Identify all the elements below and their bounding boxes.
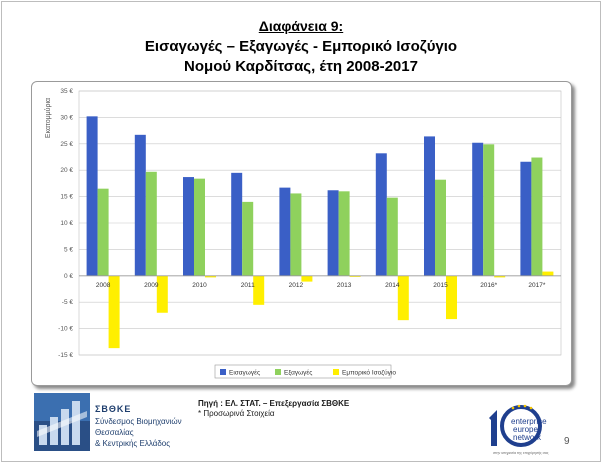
bar-Εμπορικό Ισοζύγιο (205, 275, 216, 278)
bar-Εισαγωγές (424, 136, 435, 276)
slide-title: Διαφάνεια 9: Εισαγωγές – Εξαγωγές - Εμπο… (0, 17, 602, 77)
y-tick-label: 10 € (60, 220, 73, 227)
provisional-note: * Προσωρινά Στοιχεία (198, 409, 275, 418)
x-tick-label: 2010 (192, 282, 207, 289)
x-tick-label: 2015 (433, 282, 448, 289)
title-line-3: Νομού Καρδίτσας, έτη 2008-2017 (184, 58, 418, 75)
bar-Εισαγωγές (472, 142, 484, 276)
bar-Εξαγωγές (386, 197, 398, 276)
x-tick-label: 2014 (385, 282, 400, 289)
x-tick-label: 2016* (480, 282, 497, 289)
bar-Εξαγωγές (531, 157, 543, 276)
legend-label: Εμπορικό Ισοζύγιο (342, 369, 396, 377)
bar-Εξαγωγές (483, 144, 495, 276)
bar-Εξαγωγές (145, 171, 157, 276)
legend-label: Εισαγωγές (229, 369, 260, 377)
bar-Εξαγωγές (290, 193, 302, 276)
bar-Εισαγωγές (86, 116, 98, 276)
bar-Εμπορικό Ισοζύγιο (542, 271, 554, 276)
x-tick-label: 2017* (528, 282, 545, 289)
legend-label: Εξαγωγές (284, 369, 312, 377)
bar-chart: 35 € 30 € 25 € 20 € 15 € 10 € 5 € 0 € -5 € -10 € -… (44, 88, 562, 379)
x-tick-label: 2013 (337, 282, 352, 289)
bar-Εισαγωγές (279, 187, 291, 276)
bar-Εμπορικό Ισοζύγιο (397, 275, 409, 321)
bar-Εμπορικό Ισοζύγιο (301, 275, 313, 282)
bar-Εξαγωγές (338, 191, 350, 276)
x-tick-label: 2008 (96, 282, 111, 289)
bar-Εξαγωγές (194, 178, 205, 276)
bar-Εξαγωγές (242, 201, 254, 276)
bar-Εισαγωγές (375, 153, 387, 276)
bar-Εμπορικό Ισοζύγιο (349, 275, 361, 277)
sbbke-line-1: Σύνδεσμος Βιομηχανιών (95, 417, 182, 426)
enterprise-europe-network-logo: enterprise europe network στην υπηρεσία … (489, 404, 549, 455)
legend-swatch (220, 369, 226, 375)
bar-Εμπορικό Ισοζύγιο (156, 275, 168, 313)
chart-frame: 35 € 30 € 25 € 20 € 15 € 10 € 5 € 0 € -5 € -10 € -… (31, 81, 572, 386)
een-word-2: europe (513, 425, 538, 434)
y-tick-label: 25 € (60, 141, 73, 148)
y-tick-label: -5 € (62, 299, 74, 306)
bar-Εισαγωγές (520, 161, 532, 276)
legend-box (214, 364, 392, 379)
bar-Εμπορικό Ισοζύγιο (446, 275, 457, 320)
bar-Εμπορικό Ισοζύγιο (253, 275, 265, 305)
y-tick-label: 35 € (60, 88, 73, 95)
bar-Εισαγωγές (327, 190, 339, 276)
x-tick-label: 2011 (241, 282, 255, 289)
y-axis-label: Εκατομμύρια (44, 98, 52, 138)
bar-Εξαγωγές (97, 188, 109, 276)
slide-number-title: Διαφάνεια 9: (258, 18, 344, 34)
y-tick-label: 30 € (60, 114, 73, 121)
een-tagline: στην υπηρεσία της επιχείρησής σας (493, 451, 549, 455)
y-tick-label: 5 € (64, 246, 73, 253)
bar-Εμπορικό Ισοζύγιο (108, 275, 120, 349)
sbbke-line-3: & Κεντρικής Ελλάδος (95, 439, 171, 448)
y-tick-label: 15 € (60, 194, 73, 201)
y-tick-label: 0 € (64, 273, 73, 280)
sbbke-name: ΣΒΘΚΕ (95, 404, 132, 414)
een-word-3: network (513, 433, 542, 442)
x-tick-label: 2009 (144, 282, 159, 289)
bar-Εισαγωγές (231, 172, 243, 276)
een-word-1: enterprise (511, 417, 547, 426)
legend-swatch (333, 369, 339, 375)
source-text: Πηγή : ΕΛ. ΣΤΑΤ. – Επεξεργασία ΣΒΘΚΕ (198, 399, 350, 408)
title-line-2: Εισαγωγές – Εξαγωγές - Εμπορικό Ισοζύγιο (144, 38, 458, 55)
x-tick-label: 2012 (289, 282, 304, 289)
bar-Εμπορικό Ισοζύγιο (494, 275, 506, 278)
y-tick-label: 20 € (60, 167, 73, 174)
y-tick-label: -15 € (58, 352, 73, 359)
sbbke-logo-icon (34, 393, 90, 451)
sbbke-line-2: Θεσσαλίας (95, 428, 134, 437)
bar-Εισαγωγές (183, 177, 194, 276)
page-number: 9 (564, 436, 570, 447)
bar-Εισαγωγές (134, 134, 146, 276)
y-tick-label: -10 € (58, 326, 73, 333)
legend-swatch (275, 369, 281, 375)
bar-Εξαγωγές (435, 179, 446, 276)
